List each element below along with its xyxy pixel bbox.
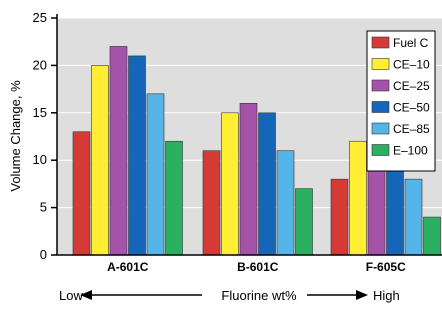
x-tick-label: F-605C (366, 260, 406, 274)
bar (202, 150, 221, 256)
legend-label: CE–85 (393, 122, 430, 136)
legend-swatch (371, 144, 390, 156)
bar (165, 140, 183, 256)
arrow-left-head (80, 290, 92, 300)
bar (239, 103, 258, 256)
bar (258, 112, 276, 256)
bar (295, 188, 313, 256)
legend-swatch (371, 101, 390, 113)
y-tick-label: 20 (33, 57, 47, 72)
bar (146, 93, 165, 256)
bar (109, 46, 128, 256)
x-tick-labels: A-601C B-601C F-605C (107, 260, 406, 274)
y-tick-label: 15 (33, 105, 47, 120)
legend-swatch (371, 122, 390, 135)
bar (349, 140, 367, 256)
y-tick-label: 5 (40, 200, 47, 215)
legend-label: CE–50 (393, 101, 430, 115)
x-tick-label: B-601C (237, 260, 279, 274)
legend: Fuel C CE–10 CE–25 CE–50 CE–85 E–100 (366, 30, 436, 172)
legend-label: Fuel C (393, 36, 429, 50)
y-tick-label: 10 (33, 152, 47, 167)
bar (330, 178, 349, 256)
bar (404, 178, 423, 256)
bar (91, 65, 109, 256)
annotation-low: Low (59, 288, 83, 303)
legend-swatch (371, 36, 390, 49)
legend-label: E–100 (393, 144, 428, 158)
y-tick-label: 0 (40, 247, 47, 262)
bar (386, 159, 404, 256)
y-tick-label: 25 (33, 10, 47, 25)
legend-label: CE–25 (393, 79, 430, 93)
bar (221, 112, 239, 256)
legend-swatch (371, 58, 390, 70)
bar (128, 55, 146, 256)
bar (423, 216, 441, 256)
axes (56, 14, 442, 256)
bar (276, 150, 295, 256)
annotation-high: High (373, 288, 400, 303)
fluorine-annotation: Low Fluorine wt% High (59, 288, 400, 303)
y-ticks: 0 5 10 15 20 25 (33, 10, 57, 262)
legend-label: CE–10 (393, 58, 430, 72)
y-axis-label: Volume Change, % (8, 80, 23, 192)
arrow-right-head (356, 290, 368, 300)
legend-swatch (371, 79, 390, 92)
annotation-center: Fluorine wt% (221, 288, 297, 303)
bar (72, 131, 91, 256)
x-tick-label: A-601C (107, 260, 149, 274)
